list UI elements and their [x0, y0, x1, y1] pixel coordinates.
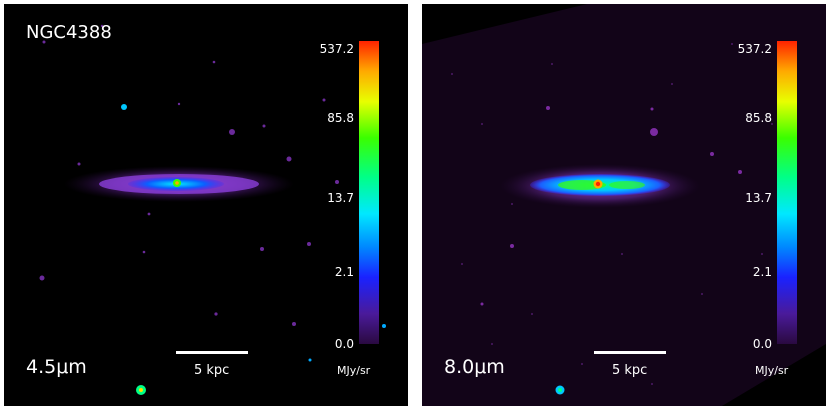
scale-bar: [176, 351, 248, 354]
wavelength-label: 8.0μm: [444, 356, 505, 378]
colorbar-tick: 0.0: [752, 337, 772, 351]
scale-bar-label: 5 kpc: [194, 363, 230, 378]
scale-bar-label: 5 kpc: [612, 363, 648, 378]
galaxy-image: [39, 24, 386, 395]
galaxy-name-label: NGC4388: [26, 22, 112, 43]
noise-speckle: [451, 43, 773, 385]
ngc4388-4p5um-panel: NGC4388 4.5μm 5 kpc 537.2 85.8 13.7 2.1 …: [4, 4, 408, 406]
colorbar: [359, 41, 379, 344]
colorbar-tick: 2.1: [752, 265, 772, 279]
colorbar-tick: 13.7: [745, 191, 772, 205]
background-stars: [480, 106, 742, 306]
colorbar-tick: 537.2: [737, 42, 772, 56]
galaxy-image: [422, 4, 826, 406]
colorbar-tick: 85.8: [745, 111, 772, 125]
colorbar-tick: 0.0: [334, 337, 354, 351]
scale-bar: [594, 351, 666, 354]
colorbar-tick: 537.2: [319, 42, 354, 56]
ngc4388-8um-panel: 8.0μm 5 kpc 537.2 85.8 13.7 2.1 0.0 MJy/…: [422, 4, 826, 406]
colorbar-unit: MJy/sr: [755, 364, 789, 377]
colorbar-tick: 2.1: [334, 265, 354, 279]
colorbar-unit: MJy/sr: [337, 364, 371, 377]
colorbar-tick: 13.7: [327, 191, 354, 205]
background-stars: [39, 24, 376, 326]
colorbar-tick: 85.8: [327, 111, 354, 125]
colorbar: [777, 41, 797, 344]
wavelength-label: 4.5μm: [26, 356, 87, 378]
